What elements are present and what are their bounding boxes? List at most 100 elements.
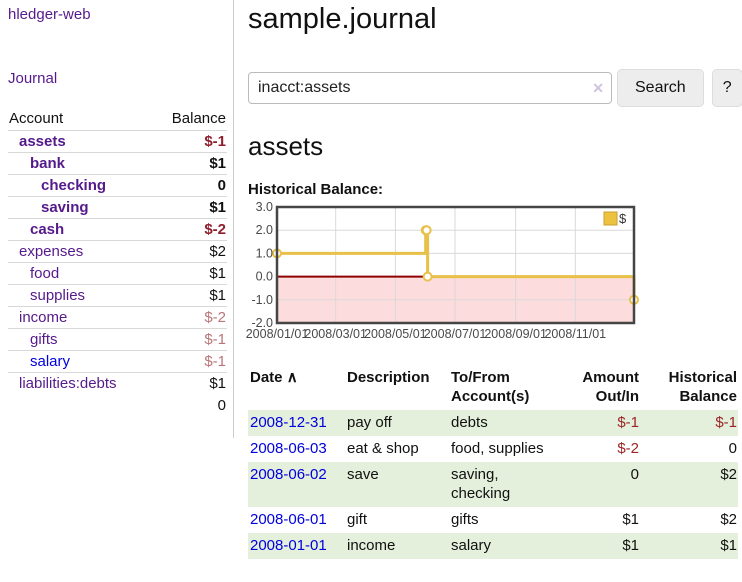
sidebar-divider bbox=[233, 0, 234, 438]
search-form: ✕ Search ? bbox=[248, 69, 742, 107]
page-title: sample.journal bbox=[248, 3, 437, 35]
account-row: cash $-2 bbox=[8, 218, 227, 241]
transaction-date-link[interactable]: 2008-06-01 bbox=[250, 511, 327, 528]
account-balance: $-2 bbox=[152, 306, 227, 329]
transaction-description: pay off bbox=[347, 414, 392, 431]
clear-search-icon[interactable]: ✕ bbox=[592, 80, 604, 96]
sort-asc-icon: ∧ bbox=[286, 369, 298, 386]
account-link[interactable]: expenses bbox=[19, 243, 84, 260]
transaction-description: eat & shop bbox=[347, 440, 419, 457]
account-row: liabilities:debts $1 bbox=[8, 372, 227, 394]
account-link[interactable]: assets bbox=[19, 133, 66, 150]
amount-header-line1: Amount bbox=[582, 369, 639, 386]
account-link[interactable]: gifts bbox=[30, 331, 58, 348]
transaction-amount: $1 bbox=[622, 537, 639, 554]
account-link[interactable]: liabilities:debts bbox=[19, 375, 117, 392]
register-header-accounts: To/From Account(s) bbox=[449, 366, 550, 410]
account-heading: assets bbox=[248, 131, 324, 161]
register-table: Date ∧ Description To/From Account(s) Amo… bbox=[248, 366, 738, 559]
svg-text:2008/05/01: 2008/05/01 bbox=[364, 327, 427, 341]
svg-text:-2.0: -2.0 bbox=[251, 316, 273, 330]
transaction-date-link[interactable]: 2008-06-02 bbox=[250, 466, 327, 483]
app-title-link[interactable]: hledger-web bbox=[8, 6, 91, 23]
register-row: 2008-06-03 eat & shop food, supplies $-2 0 bbox=[248, 436, 738, 462]
register-header-amount: Amount Out/In bbox=[550, 366, 640, 410]
account-row: income $-2 bbox=[8, 306, 227, 329]
transaction-balance: $2 bbox=[720, 466, 737, 483]
account-link[interactable]: salary bbox=[30, 353, 71, 370]
accounts-header-account: Account bbox=[8, 107, 153, 131]
transaction-date-link[interactable]: 2008-06-03 bbox=[250, 440, 327, 457]
transaction-accounts: debts bbox=[451, 414, 488, 431]
search-button[interactable]: Search bbox=[617, 69, 704, 107]
chart-title: Historical Balance: bbox=[248, 181, 384, 198]
balance-header-line2: Balance bbox=[679, 388, 737, 405]
account-link[interactable]: saving bbox=[41, 199, 89, 216]
sidebar: hledger-web Journal Account Balance asse… bbox=[8, 6, 227, 417]
account-row: expenses $2 bbox=[8, 240, 227, 263]
svg-text:1.0: 1.0 bbox=[256, 246, 273, 260]
accounts-total-value: 0 bbox=[217, 397, 226, 414]
svg-text:-1.0: -1.0 bbox=[251, 293, 273, 307]
accounts-header-line2: Account(s) bbox=[451, 388, 530, 405]
account-balance: $1 bbox=[152, 372, 227, 394]
account-balance: $-1 bbox=[152, 328, 227, 351]
account-row: supplies $1 bbox=[8, 284, 227, 307]
transaction-amount: $-1 bbox=[617, 414, 639, 431]
accounts-header-line1: To/From bbox=[451, 369, 510, 386]
accounts-header-balance: Balance bbox=[152, 107, 227, 131]
search-input-wrap: ✕ bbox=[248, 72, 612, 104]
account-link[interactable]: supplies bbox=[30, 287, 86, 304]
accounts-total-row: 0 bbox=[8, 394, 227, 417]
transaction-accounts: food, supplies bbox=[451, 440, 544, 457]
register-header-balance: Historical Balance bbox=[640, 366, 738, 410]
svg-text:0.0: 0.0 bbox=[256, 270, 273, 284]
account-balance: $1 bbox=[152, 262, 227, 285]
transaction-accounts: salary bbox=[451, 537, 492, 554]
account-link[interactable]: food bbox=[30, 265, 60, 282]
main-content: sample.journal ✕ Search ? assets Histori… bbox=[246, 0, 742, 559]
account-link[interactable]: checking bbox=[41, 177, 107, 194]
register-header-date[interactable]: Date ∧ bbox=[248, 366, 345, 410]
svg-text:2008/01/01: 2008/01/01 bbox=[246, 327, 309, 341]
account-balance: $-1 bbox=[152, 350, 227, 373]
transaction-amount: $1 bbox=[622, 511, 639, 528]
help-button[interactable]: ? bbox=[711, 69, 742, 107]
sidebar-nav: Journal bbox=[8, 70, 227, 87]
svg-text:2008/07/01: 2008/07/01 bbox=[424, 327, 487, 341]
register-row: 2008-06-02 save saving, checking 0 $2 bbox=[248, 462, 738, 507]
historical-balance-chart: $3.0 2.0 1.0 0.0 -1.0 -2.0 2008/01/01 2008/03/0… bbox=[246, 200, 738, 347]
search-input[interactable] bbox=[248, 72, 612, 104]
account-row: food $1 bbox=[8, 262, 227, 285]
transaction-date-link[interactable]: 2008-12-31 bbox=[250, 414, 327, 431]
account-row: salary $-1 bbox=[8, 350, 227, 373]
account-link[interactable]: cash bbox=[30, 221, 65, 238]
account-balance: $1 bbox=[152, 196, 227, 219]
account-balance: $1 bbox=[152, 152, 227, 175]
transaction-date-link[interactable]: 2008-01-01 bbox=[250, 537, 327, 554]
transaction-accounts: gifts bbox=[451, 511, 479, 528]
transaction-balance: $-1 bbox=[715, 414, 737, 431]
svg-text:2008/09/01: 2008/09/01 bbox=[484, 327, 547, 341]
accounts-table: Account Balance assets $-1 bank $1 checking 0… bbox=[8, 107, 227, 417]
account-balance: $1 bbox=[152, 284, 227, 307]
transaction-description: gift bbox=[347, 511, 368, 528]
transaction-amount: $-2 bbox=[617, 440, 639, 457]
balance-header-line1: Historical bbox=[668, 369, 737, 386]
account-balance: $-1 bbox=[204, 133, 226, 150]
svg-text:$: $ bbox=[619, 211, 627, 226]
account-row: saving $1 bbox=[8, 196, 227, 219]
register-row: 2008-01-01 income salary $1 $1 bbox=[248, 533, 738, 559]
account-row: gifts $-1 bbox=[8, 328, 227, 351]
accounts-total-spacer bbox=[8, 394, 153, 417]
svg-text:3.0: 3.0 bbox=[256, 200, 273, 214]
transaction-description: save bbox=[347, 466, 379, 483]
transaction-balance: $2 bbox=[720, 511, 737, 528]
account-link[interactable]: income bbox=[19, 309, 68, 326]
account-link[interactable]: bank bbox=[30, 155, 66, 172]
sidebar-item-journal[interactable]: Journal bbox=[8, 70, 58, 87]
transaction-amount: 0 bbox=[630, 466, 639, 483]
amount-header-line2: Out/In bbox=[595, 388, 639, 405]
register-row: 2008-12-31 pay off debts $-1 $-1 bbox=[248, 410, 738, 436]
transaction-balance: $1 bbox=[720, 537, 737, 554]
